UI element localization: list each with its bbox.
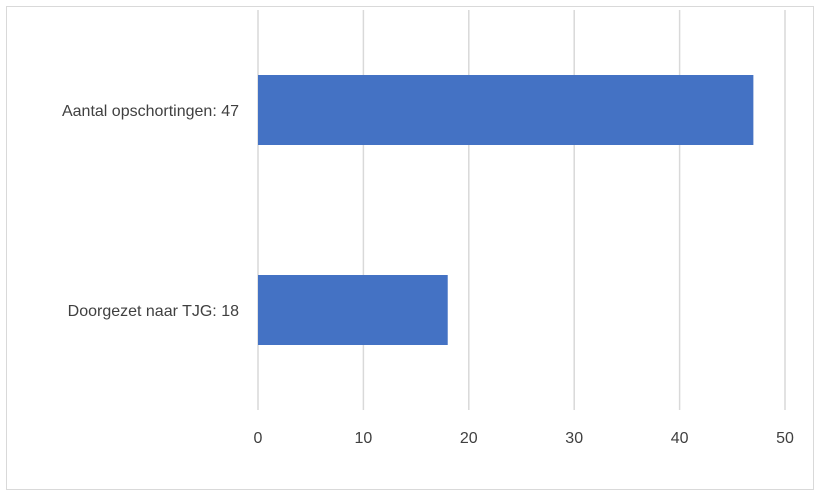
category-label: Aantal opschortingen: 47 [62,103,239,120]
x-tick-label: 30 [565,430,583,447]
category-labels: Aantal opschortingen: 47 Doorgezet naar T… [62,103,239,320]
bar-2 [258,275,448,345]
x-tick-label: 10 [355,430,373,447]
x-tick-label: 20 [460,430,478,447]
bar-1 [258,75,754,145]
gridlines [257,10,786,410]
category-label: Doorgezet naar TJG: 18 [68,303,239,320]
x-tick-labels: 0 10 20 30 40 50 [254,430,794,447]
bars [258,75,754,345]
x-tick-label: 40 [671,430,689,447]
x-tick-label: 50 [776,430,794,447]
x-tick-label: 0 [254,430,263,447]
